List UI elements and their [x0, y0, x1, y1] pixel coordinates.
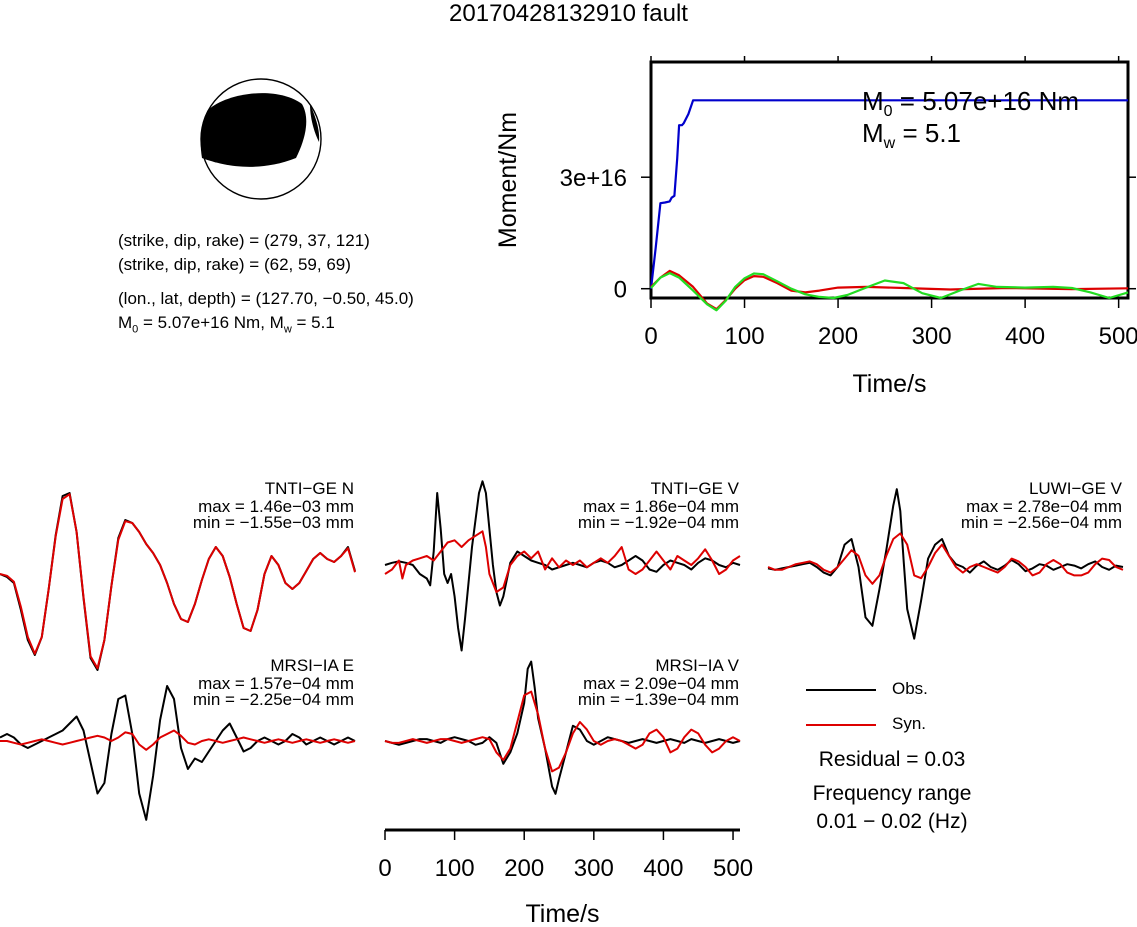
syn-trace-luwi-ge-v: [767, 532, 1124, 585]
trace-min-label-luwi-ge-v: min = −2.56e−04 mm: [961, 513, 1122, 532]
frequency-range-label: Frequency range: [812, 782, 972, 805]
trace-min-label-mrsi-ia-e: min = −2.25e−04 mm: [193, 690, 354, 709]
syn-trace-tnti-ge-v: [384, 530, 741, 593]
time-axis-tick-label: 500: [713, 855, 753, 882]
trace-min-label-mrsi-ia-v: min = −1.39e−04 mm: [578, 690, 739, 709]
m0-annotation: M0 = 5.07e+16 Nm: [862, 86, 1079, 120]
moment-xtick-label: 200: [818, 323, 858, 350]
syn-trace-tnti-ge-n: [0, 493, 356, 670]
trace-max-label-mrsi-ia-e: max = 1.57e−04 mm: [198, 674, 354, 693]
m0-subscript: 0: [132, 323, 139, 336]
trace-min-label-tnti-ge-n: min = −1.55e−03 mm: [193, 513, 354, 532]
trace-title-tnti-ge-v: TNTI−GE V: [651, 479, 740, 498]
moment-rate-green-line: [650, 272, 1129, 312]
mw-annotation: Mw = 5.1: [862, 118, 961, 152]
trace-title-mrsi-ia-e: MRSI−IA E: [270, 656, 354, 675]
time-axis-tick-label: 400: [643, 855, 683, 882]
legend-obs-line: [806, 689, 876, 691]
figure-title: 20170428132910 fault: [449, 0, 688, 27]
syn-trace-mrsi-ia-v: [384, 690, 741, 773]
trace-max-label-tnti-ge-v: max = 1.86e−04 mm: [583, 497, 739, 516]
time-axis-tick-label: 0: [378, 855, 391, 882]
moment-xtick-label: 500: [1099, 323, 1137, 350]
obs-trace-mrsi-ia-e: [0, 685, 356, 821]
beachball-diagram: [200, 78, 322, 200]
frequency-range-value: 0.01 − 0.02 (Hz): [816, 810, 968, 833]
mw-value: = 5.1: [291, 313, 335, 332]
mw-subscript: w: [283, 323, 292, 336]
nodal-plane-1: (strike, dip, rake) = (279, 37, 121): [118, 231, 370, 250]
moment-xtick-label: 400: [1005, 323, 1045, 350]
moment-ylabel: Moment/Nm: [494, 112, 522, 248]
time-axis-label: Time/s: [525, 900, 599, 927]
trace-max-label-tnti-ge-n: max = 1.46e−03 mm: [198, 497, 354, 516]
moment-xtick-label: 300: [912, 323, 952, 350]
m0-value: = 5.07e+16 Nm, M: [138, 313, 284, 332]
residual-text: Residual = 0.03: [818, 748, 966, 771]
moment-magnitude-line: M0 = 5.07e+16 Nm, Mw = 5.1: [118, 313, 335, 335]
moment-ytick-label: 0: [614, 277, 627, 304]
trace-max-label-luwi-ge-v: max = 2.78e−04 mm: [966, 497, 1122, 516]
time-axis-tick-label: 300: [574, 855, 614, 882]
moment-cumulative-line: [649, 99, 1128, 289]
time-axis-tick-label: 100: [435, 855, 475, 882]
obs-trace-tnti-ge-v: [384, 480, 741, 652]
moment-xlabel: Time/s: [852, 370, 926, 398]
moment-plot-frame: [649, 60, 1130, 300]
moment-chart: 0 100 200 300 400 500 0 3e+16 Time/s Moment/Nm M0 …: [494, 56, 1137, 398]
syn-trace-mrsi-ia-e: [0, 729, 356, 751]
moment-rate-red-line: [650, 269, 1129, 311]
location-depth: (lon., lat, depth) = (127.70, −0.50, 45.…: [118, 289, 414, 308]
legend-syn-line: [806, 724, 876, 726]
trace-max-label-mrsi-ia-v: max = 2.09e−04 mm: [583, 674, 739, 693]
moment-xtick-label: 100: [725, 323, 765, 350]
trace-title-tnti-ge-n: TNTI−GE N: [265, 479, 354, 498]
legend-obs-label: Obs.: [892, 679, 928, 698]
trace-min-label-tnti-ge-v: min = −1.92e−04 mm: [578, 513, 739, 532]
nodal-plane-2: (strike, dip, rake) = (62, 59, 69): [118, 255, 351, 274]
trace-title-mrsi-ia-v: MRSI−IA V: [655, 656, 739, 675]
time-axis-tick-label: 200: [504, 855, 544, 882]
m0-symbol: M: [118, 313, 133, 332]
trace-title-luwi-ge-v: LUWI−GE V: [1029, 479, 1123, 498]
moment-ytick-label: 3e+16: [560, 165, 627, 192]
moment-xtick-label: 0: [644, 323, 657, 350]
legend-syn-label: Syn.: [892, 714, 927, 733]
